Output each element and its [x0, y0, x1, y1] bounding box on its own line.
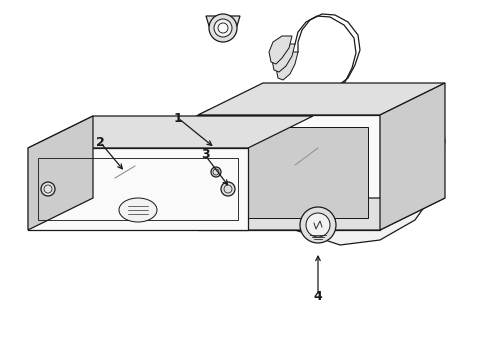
- Polygon shape: [198, 83, 445, 115]
- Polygon shape: [28, 116, 93, 230]
- Polygon shape: [269, 36, 292, 64]
- Text: 3: 3: [201, 148, 209, 162]
- Circle shape: [211, 167, 221, 177]
- Circle shape: [221, 182, 235, 196]
- Ellipse shape: [119, 198, 157, 222]
- Polygon shape: [380, 83, 445, 230]
- Polygon shape: [272, 44, 295, 72]
- Polygon shape: [276, 52, 298, 80]
- Circle shape: [300, 207, 336, 243]
- Circle shape: [218, 23, 228, 33]
- Polygon shape: [265, 92, 445, 245]
- Circle shape: [306, 213, 330, 237]
- Text: 4: 4: [314, 289, 322, 302]
- Polygon shape: [190, 119, 206, 226]
- Circle shape: [209, 14, 237, 42]
- Text: 2: 2: [96, 135, 104, 148]
- Text: 1: 1: [173, 112, 182, 125]
- Polygon shape: [198, 115, 380, 230]
- Polygon shape: [190, 109, 225, 119]
- Circle shape: [214, 19, 232, 37]
- Polygon shape: [28, 116, 313, 148]
- Circle shape: [41, 182, 55, 196]
- Polygon shape: [198, 198, 445, 230]
- Polygon shape: [206, 16, 240, 26]
- Polygon shape: [28, 148, 248, 230]
- Polygon shape: [210, 127, 368, 218]
